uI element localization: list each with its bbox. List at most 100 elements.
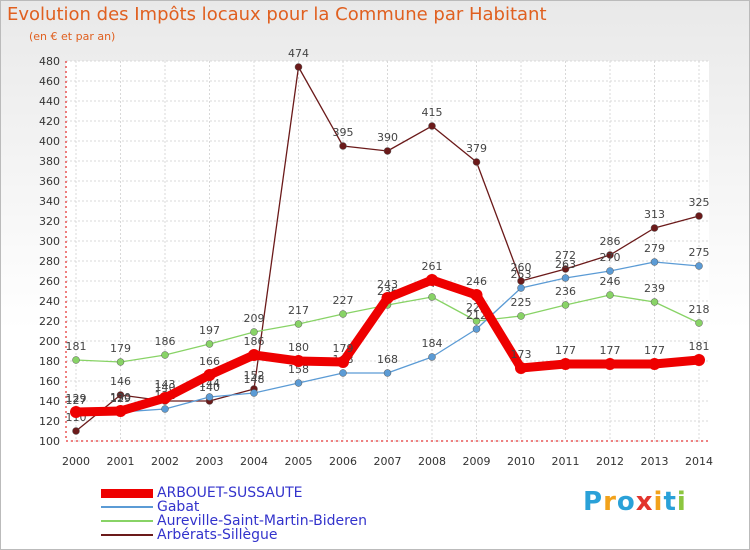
series-aureville-saint-martin-bideren-data-label: 179 [110, 342, 131, 355]
series-arb-rats-sill-gue-data-label: 395 [333, 126, 354, 139]
y-tick-label: 120 [39, 415, 60, 428]
logo-letter: i [677, 487, 687, 517]
series-aureville-saint-martin-bideren-point [607, 292, 614, 299]
series-gabat-data-label: 270 [600, 251, 621, 264]
y-tick-label: 180 [39, 355, 60, 368]
series-aureville-saint-martin-bideren-data-label: 225 [511, 296, 532, 309]
legend-label: ARBOUET-SUSSAUTE [157, 486, 302, 500]
series-aureville-saint-martin-bideren-data-label: 209 [244, 312, 265, 325]
series-arbouet-sussaute-point [337, 356, 349, 368]
series-arb-rats-sill-gue-data-label: 474 [288, 47, 309, 60]
y-tick-label: 300 [39, 235, 60, 248]
series-arbouet-sussaute-data-label: 177 [600, 344, 621, 357]
y-tick-label: 280 [39, 255, 60, 268]
y-tick-label: 400 [39, 135, 60, 148]
series-arbouet-sussaute-point [204, 369, 216, 381]
series-gabat-data-label: 168 [377, 353, 398, 366]
series-aureville-saint-martin-bideren-data-label: 217 [288, 304, 309, 317]
legend-item: Gabat [101, 500, 367, 514]
series-arbouet-sussaute-point [604, 358, 616, 370]
series-aureville-saint-martin-bideren-data-label: 246 [600, 275, 621, 288]
series-gabat-point [696, 263, 703, 270]
series-arb-rats-sill-gue-point [340, 143, 347, 150]
series-aureville-saint-martin-bideren-data-label: 239 [644, 282, 665, 295]
legend-label: Gabat [157, 500, 199, 514]
x-tick-label: 2005 [285, 455, 313, 468]
series-arbouet-sussaute-point [159, 392, 171, 404]
y-tick-label: 340 [39, 195, 60, 208]
series-aureville-saint-martin-bideren-point [651, 299, 658, 306]
chart-frame: Evolution des Impôts locaux pour la Comm… [0, 0, 750, 550]
legend-swatch [101, 534, 153, 536]
x-tick-label: 2008 [418, 455, 446, 468]
series-arbouet-sussaute-data-label: 173 [511, 348, 532, 361]
x-tick-label: 2006 [329, 455, 357, 468]
y-tick-label: 480 [39, 55, 60, 68]
legend-swatch [101, 520, 153, 522]
series-arb-rats-sill-gue-point [384, 148, 391, 155]
series-aureville-saint-martin-bideren-point [696, 320, 703, 327]
series-aureville-saint-martin-bideren-point [162, 352, 169, 359]
series-gabat-point [162, 406, 169, 413]
legend-label: Aureville-Saint-Martin-Bideren [157, 514, 367, 528]
series-arb-rats-sill-gue-data-label: 146 [110, 375, 131, 388]
series-arbouet-sussaute-data-label: 186 [244, 335, 265, 348]
y-tick-label: 240 [39, 295, 60, 308]
series-arbouet-sussaute-data-label: 166 [199, 355, 220, 368]
series-arbouet-sussaute-point [382, 292, 394, 304]
series-arb-rats-sill-gue-data-label: 313 [644, 208, 665, 221]
series-arb-rats-sill-gue-data-label: 325 [689, 196, 710, 209]
series-arb-rats-sill-gue-point [73, 428, 80, 435]
series-arbouet-sussaute-point [115, 405, 127, 417]
logo-letter: r [603, 487, 617, 517]
series-aureville-saint-martin-bideren-point [518, 313, 525, 320]
legend-label: Arbérats-Sillègue [157, 528, 278, 542]
series-arbouet-sussaute-data-label: 180 [288, 341, 309, 354]
logo-letter: t [663, 487, 676, 517]
x-tick-label: 2002 [151, 455, 179, 468]
series-gabat-data-label: 275 [689, 246, 710, 259]
series-gabat-point [518, 285, 525, 292]
x-tick-label: 2010 [507, 455, 535, 468]
line-chart: 1001201401601802002202402602803003203403… [1, 1, 750, 550]
series-gabat-data-label: 263 [555, 258, 576, 271]
y-tick-label: 440 [39, 95, 60, 108]
y-tick-label: 380 [39, 155, 60, 168]
series-arbouet-sussaute-data-label: 181 [689, 340, 710, 353]
y-tick-label: 100 [39, 435, 60, 448]
series-arbouet-sussaute-data-label: 130 [110, 391, 131, 404]
y-tick-label: 460 [39, 75, 60, 88]
series-arbouet-sussaute-point [471, 289, 483, 301]
series-arbouet-sussaute-data-label: 177 [555, 344, 576, 357]
series-arbouet-sussaute-data-label: 177 [644, 344, 665, 357]
series-gabat-point [607, 268, 614, 275]
series-arb-rats-sill-gue-data-label: 379 [466, 142, 487, 155]
series-gabat-point [473, 326, 480, 333]
series-arbouet-sussaute-point [560, 358, 572, 370]
series-gabat-point [651, 259, 658, 266]
x-tick-label: 2004 [240, 455, 268, 468]
series-arbouet-sussaute-point [693, 354, 705, 366]
series-aureville-saint-martin-bideren-data-label: 197 [199, 324, 220, 337]
legend-swatch [101, 489, 153, 498]
series-aureville-saint-martin-bideren-point [73, 357, 80, 364]
series-arbouet-sussaute-data-label: 246 [466, 275, 487, 288]
series-arbouet-sussaute-data-label: 179 [333, 342, 354, 355]
legend-item: Arbérats-Sillègue [101, 528, 367, 542]
x-tick-label: 2000 [62, 455, 90, 468]
series-gabat-point [251, 390, 258, 397]
series-gabat-data-label: 148 [244, 373, 265, 386]
y-tick-label: 260 [39, 275, 60, 288]
proxiti-logo: Proxiti [583, 487, 687, 517]
series-arbouet-sussaute-point [70, 406, 82, 418]
series-arbouet-sussaute-point [426, 274, 438, 286]
series-arb-rats-sill-gue-data-label: 390 [377, 131, 398, 144]
series-aureville-saint-martin-bideren-point [429, 294, 436, 301]
x-tick-label: 2014 [685, 455, 713, 468]
series-arb-rats-sill-gue-data-label: 415 [422, 106, 443, 119]
x-tick-label: 2012 [596, 455, 624, 468]
series-gabat-data-label: 184 [422, 337, 443, 350]
x-tick-label: 2009 [463, 455, 491, 468]
series-arb-rats-sill-gue-point [696, 213, 703, 220]
x-tick-label: 2003 [196, 455, 224, 468]
